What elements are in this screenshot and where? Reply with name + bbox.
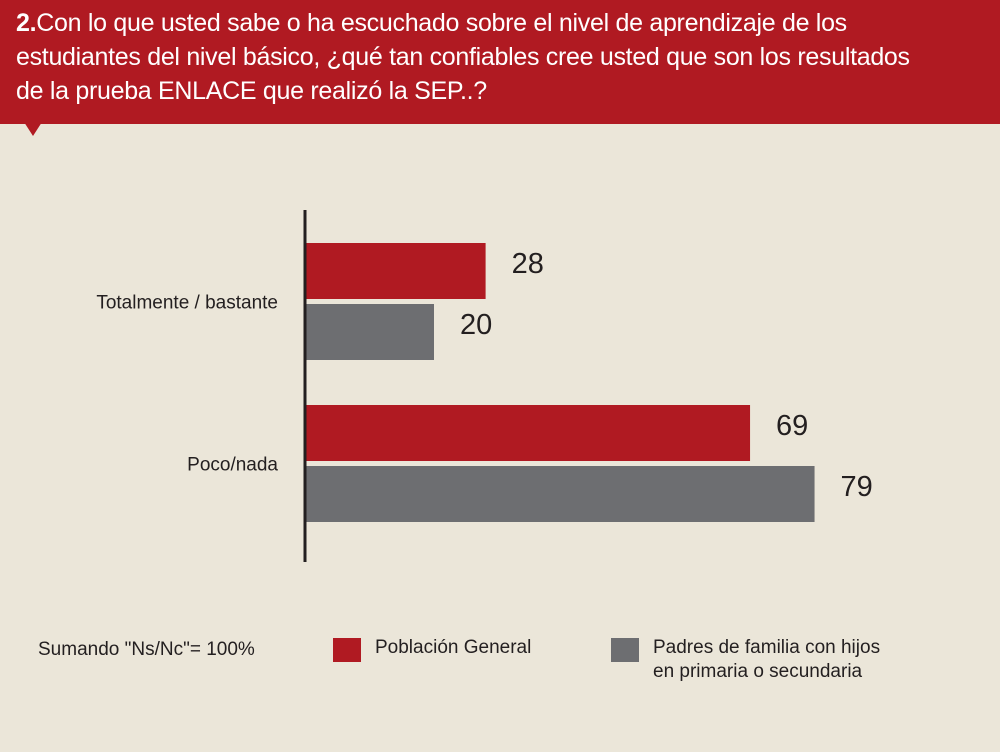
bar-value-label: 28 [512,248,544,280]
header-banner [0,0,1000,124]
bar-value-label: 79 [841,471,873,503]
header-pointer [24,122,42,136]
bar [305,466,815,522]
bar [305,405,751,461]
bar-value-label: 69 [776,410,808,442]
bar-value-label: 20 [460,309,492,341]
legend-swatch-poblacion-general [333,638,361,662]
question-number: 2. [16,9,37,37]
legend-label-padres-de-familia: Padres de familia con hijos en primaria … [653,636,880,684]
legend-label-line: Padres de familia con hijos [653,637,881,658]
bar [305,243,486,299]
bar [305,304,434,360]
legend-label-poblacion-general: Población General [375,636,531,660]
footer-note: Sumando "Ns/Nc"= 100% [38,639,255,660]
question-line-2: estudiantes del nivel básico, ¿qué tan c… [16,43,910,71]
category-label: Poco/nada [187,455,278,476]
question-title: 2.Con lo que usted sabe o ha escuchado s… [16,6,976,108]
legend-swatch-padres-de-familia [611,638,639,662]
legend-item-poblacion-general: Población General [333,636,531,662]
legend-label-line: en primaria o secundaria [653,661,863,682]
question-line-3: de la prueba ENLACE que realizó la SEP..… [16,77,487,105]
question-line-1-text: Con lo que usted sabe o ha escuchado sob… [36,9,847,37]
question-line-1: 2.Con lo que usted sabe o ha escuchado s… [16,6,976,40]
legend-item-padres-de-familia: Padres de familia con hijos en primaria … [611,636,880,684]
legend-label-line: Población General [375,637,532,658]
category-label: Totalmente / bastante [96,293,278,314]
